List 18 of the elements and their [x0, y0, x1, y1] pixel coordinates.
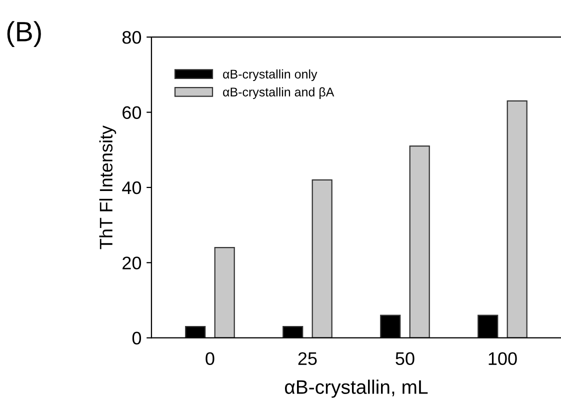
- y-axis-title: ThT Fl Intensity: [99, 125, 116, 250]
- bar: [312, 179, 332, 338]
- bar: [506, 100, 528, 338]
- legend-label: αB-crystallin only: [223, 69, 318, 82]
- y-tick-label: 0: [132, 332, 142, 345]
- x-tick-label: 50: [396, 352, 414, 365]
- text: (B): [7, 21, 41, 47]
- x-axis-title: αB-crystallin, mL: [284, 380, 428, 398]
- y-tick-label: 40: [122, 181, 142, 194]
- bar: [214, 247, 235, 338]
- x-tick-label: 100: [488, 352, 517, 365]
- y-tick-label: 60: [122, 106, 142, 119]
- legend-label: αB-crystallin and βA: [223, 87, 334, 99]
- y-tick-label: 20: [122, 256, 142, 270]
- x-tick-label: 25: [298, 352, 317, 365]
- x-tick-label: 0: [206, 352, 214, 365]
- bar: [409, 146, 430, 338]
- y-tick-label: 80: [122, 31, 142, 44]
